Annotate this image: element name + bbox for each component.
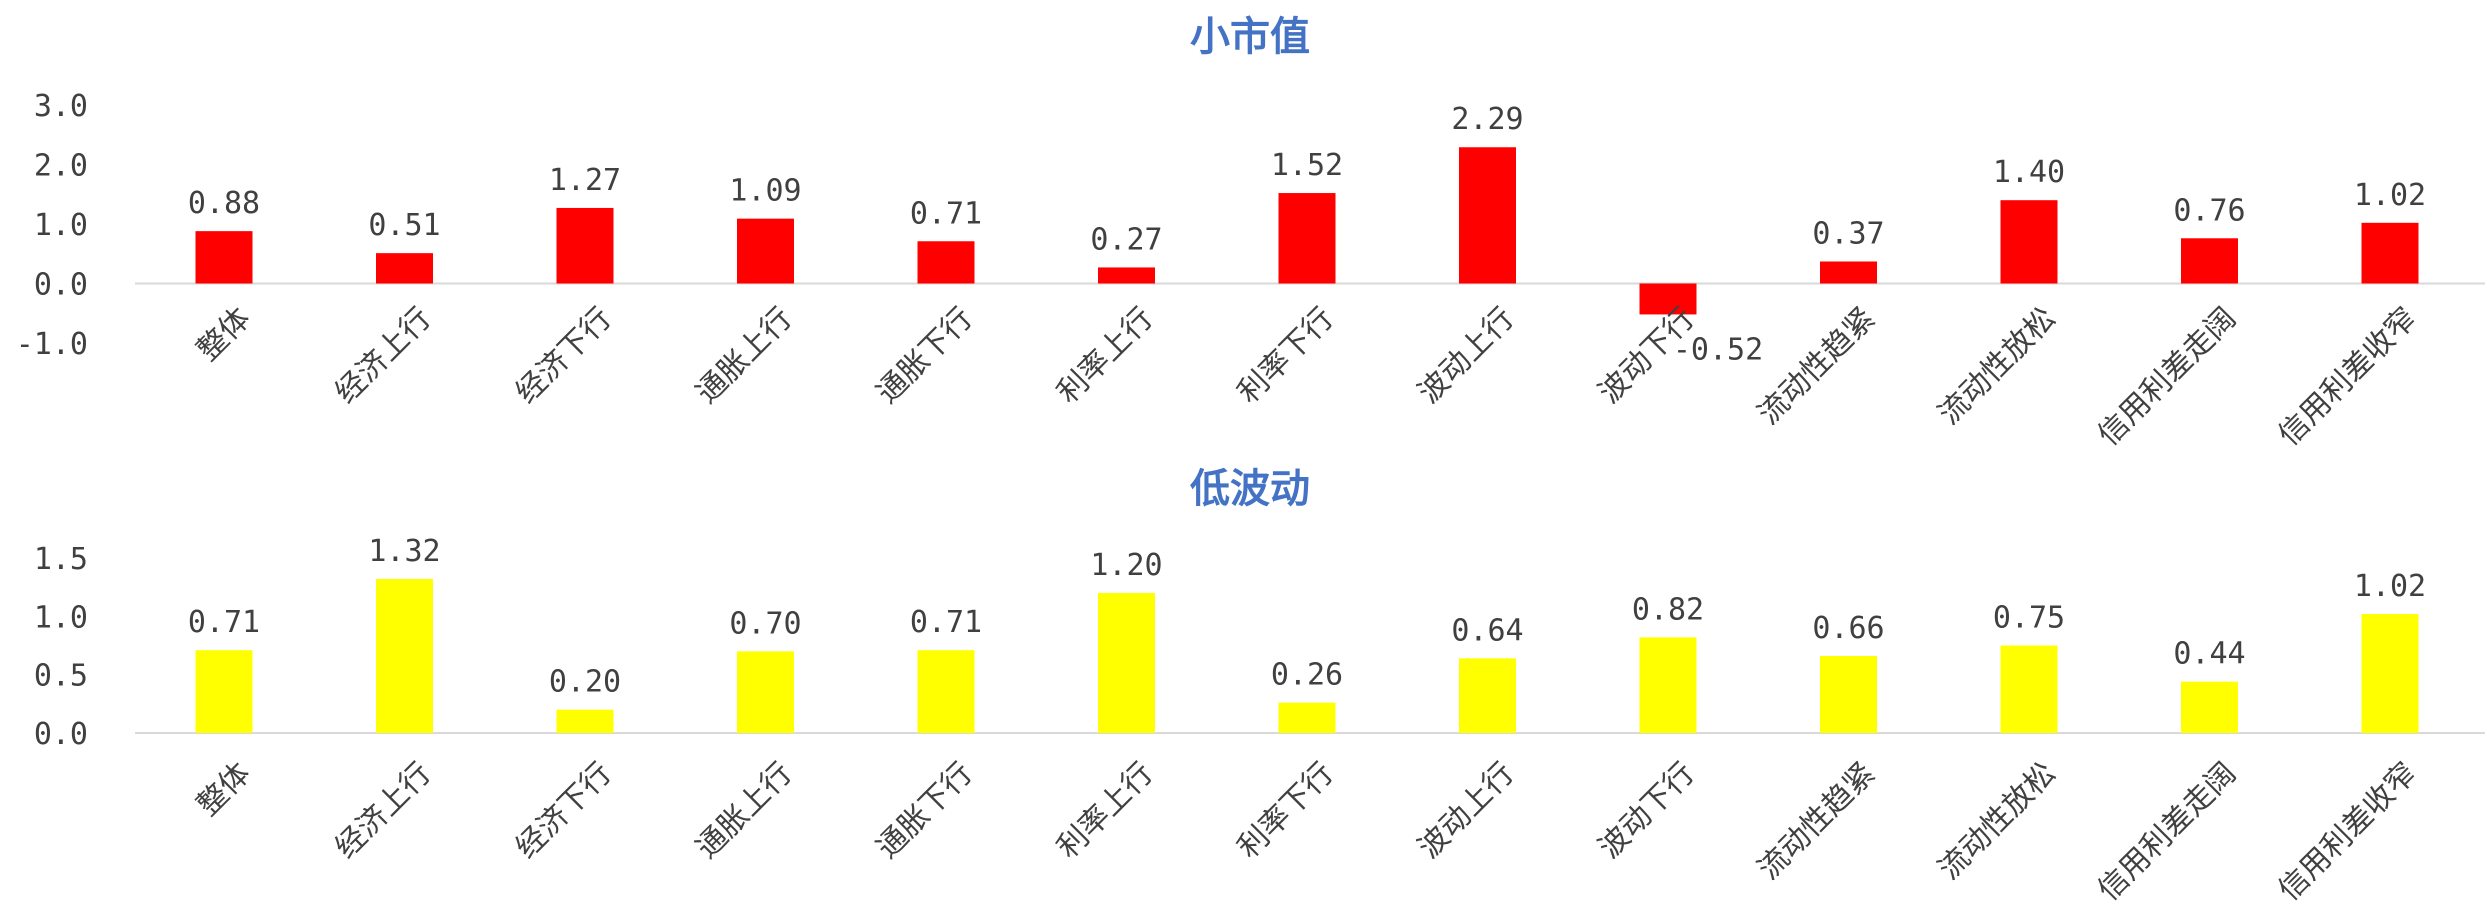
y-tick-label: -1.0	[16, 327, 88, 362]
x-tick-label: 利率上行	[1051, 756, 1161, 866]
data-label: 1.02	[2354, 569, 2426, 604]
data-label: 0.37	[1812, 216, 1884, 251]
bar	[2181, 681, 2238, 733]
data-label: 0.70	[729, 606, 801, 641]
x-tick-label: 整体	[190, 301, 257, 368]
data-label: 1.40	[1993, 155, 2065, 190]
data-label: 0.82	[1632, 592, 1704, 627]
y-tick-label: 1.5	[34, 542, 88, 577]
x-tick-label: 信用利差收窄	[2272, 301, 2424, 453]
y-tick-label: 2.0	[34, 149, 88, 184]
x-tick-label: 流动性趋紧	[1751, 756, 1882, 887]
x-tick-label: 通胀上行	[690, 301, 800, 411]
bar	[556, 709, 614, 733]
bar	[1459, 658, 1516, 733]
x-tick-label: 经济下行	[509, 301, 619, 411]
data-label: 0.26	[1271, 658, 1343, 693]
bar	[2361, 614, 2419, 733]
x-tick-label: 流动性放松	[1932, 756, 2063, 887]
bar	[2000, 645, 2058, 733]
data-label: 0.66	[1812, 611, 1884, 646]
data-label: 1.02	[2354, 178, 2426, 213]
bar	[1278, 702, 1336, 733]
data-label: 0.71	[188, 605, 260, 640]
bar	[1098, 267, 1155, 284]
bar	[917, 650, 975, 733]
data-label: 1.32	[368, 534, 440, 569]
data-label: 0.27	[1090, 222, 1162, 257]
bar	[376, 253, 433, 284]
x-tick-label: 经济下行	[509, 756, 619, 866]
x-tick-label: 利率下行	[1231, 301, 1341, 411]
x-tick-label: 波动上行	[1412, 301, 1522, 411]
bar	[1278, 193, 1336, 284]
y-tick-label: 0.5	[34, 659, 88, 694]
x-tick-label: 利率上行	[1051, 301, 1161, 411]
data-label: -0.52	[1673, 332, 1763, 367]
x-tick-label: 经济上行	[329, 756, 439, 866]
chart-panel-small-cap: 小市值 3.0 2.0 1.0 0.0 -1.0 0.88 整体 0.51 经济上行 1.27 经济下…	[16, 13, 2485, 453]
bar	[1098, 593, 1155, 733]
y-tick-label: 1.0	[34, 600, 88, 635]
x-tick-label: 波动上行	[1412, 756, 1522, 866]
bar	[195, 650, 253, 733]
x-tick-label: 信用利差收窄	[2272, 756, 2424, 906]
x-tick-label: 流动性放松	[1932, 301, 2063, 432]
bar	[376, 579, 433, 733]
x-tick-label: 整体	[190, 756, 257, 823]
data-label: 0.20	[549, 665, 621, 700]
data-label: 1.09	[729, 174, 801, 209]
x-tick-label: 波动下行	[1592, 756, 1702, 866]
x-tick-label: 通胀下行	[870, 756, 980, 866]
y-tick-label: 3.0	[34, 89, 88, 124]
data-label: 0.76	[2173, 193, 2245, 228]
x-tick-label: 通胀下行	[870, 301, 980, 411]
y-tick-label: 0.0	[34, 268, 88, 303]
y-tick-label: 1.0	[34, 208, 88, 243]
chart-title: 低波动	[1190, 465, 1310, 512]
y-tick-label: 0.0	[34, 717, 88, 752]
x-tick-label: 流动性趋紧	[1751, 301, 1882, 432]
data-label: 1.27	[549, 163, 621, 198]
bar	[1820, 656, 1877, 733]
bar	[1820, 261, 1877, 284]
data-label: 0.88	[188, 186, 260, 221]
bar	[2181, 238, 2238, 284]
bar	[1639, 637, 1697, 733]
chart-panel-low-volatility: 低波动 1.5 1.0 0.5 0.0 0.71 整体 1.32 经济上行 0.20 经济下行 0.7…	[34, 465, 2485, 906]
data-label: 2.29	[1451, 102, 1523, 137]
bar	[1459, 147, 1516, 284]
data-label: 1.20	[1090, 548, 1162, 583]
x-tick-label: 通胀上行	[690, 756, 800, 866]
data-label: 0.75	[1993, 601, 2065, 636]
bar	[737, 218, 794, 284]
data-label: 1.52	[1271, 148, 1343, 183]
data-label: 0.71	[910, 605, 982, 640]
x-tick-label: 利率下行	[1231, 756, 1341, 866]
x-tick-label: 信用利差走阔	[2091, 301, 2243, 453]
bar	[917, 241, 975, 284]
bar	[2000, 200, 2058, 284]
x-tick-label: 信用利差走阔	[2091, 756, 2243, 906]
data-label: 0.51	[368, 208, 440, 243]
data-label: 0.44	[2173, 637, 2245, 672]
bar	[195, 231, 253, 284]
bar	[556, 207, 614, 284]
chart-title: 小市值	[1190, 13, 1310, 60]
bar	[2361, 222, 2419, 284]
bar	[737, 651, 794, 733]
data-label: 0.64	[1451, 613, 1523, 648]
x-tick-label: 经济上行	[329, 301, 439, 411]
bar	[1639, 283, 1697, 315]
data-label: 0.71	[910, 196, 982, 231]
